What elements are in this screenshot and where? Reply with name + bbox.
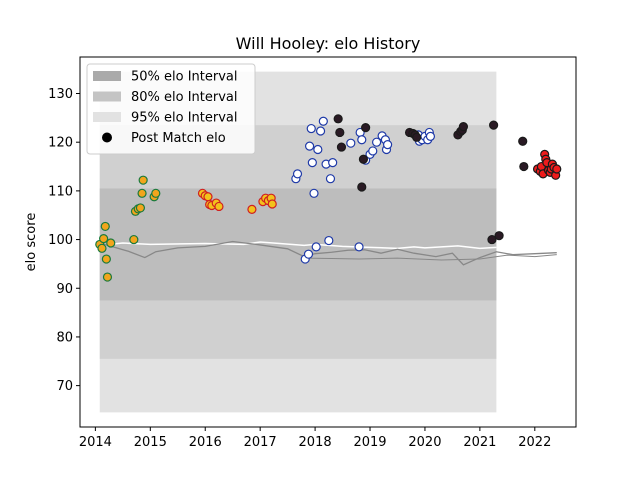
x-tick-label-2016: 2016 [189, 435, 222, 450]
x-tick-label-2020: 2020 [408, 435, 441, 450]
match-point-2-4 [304, 141, 315, 151]
match-point-2-1 [292, 169, 303, 179]
x-tick-label-2022: 2022 [518, 435, 551, 450]
y-axis-label: elo score [24, 213, 39, 272]
match-point-2-27 [382, 140, 393, 150]
match-point-3-3 [357, 182, 367, 192]
x-tick-label-2018: 2018 [299, 435, 332, 450]
match-point-2-22 [368, 146, 378, 156]
match-point-4-13 [552, 164, 562, 174]
match-point-3-17 [518, 136, 528, 146]
y-tick-label-100: 100 [48, 233, 73, 248]
match-point-3-15 [489, 120, 499, 130]
post-match-points [95, 114, 562, 282]
match-point-3-13 [458, 122, 468, 132]
x-tick-label-2019: 2019 [353, 435, 386, 450]
match-point-0-14 [151, 188, 161, 198]
match-point-2-10 [315, 126, 326, 136]
legend-swatch-0 [93, 71, 121, 81]
match-point-3-1 [335, 127, 345, 138]
match-point-2-11 [318, 116, 328, 126]
match-point-1-6 [214, 201, 224, 212]
elo-line-1 [99, 240, 557, 266]
match-point-2-17 [354, 242, 364, 252]
match-point-0-4 [101, 254, 111, 264]
match-point-3-5 [361, 122, 371, 133]
match-point-2-34 [425, 131, 436, 141]
match-point-3-2 [336, 142, 347, 152]
match-point-2-16 [346, 138, 356, 148]
match-point-3-0 [333, 114, 343, 124]
x-tick-label-2015: 2015 [134, 435, 167, 450]
match-point-1-2 [203, 192, 213, 202]
elo-line-0 [99, 241, 497, 250]
legend-label-2: 95% elo Interval [131, 111, 238, 126]
x-axis: 2014 2015 2016 2017 2018 2019 2020 2021 2022 [79, 427, 551, 450]
y-tick-label-70: 70 [56, 379, 73, 394]
match-point-3-14 [487, 234, 497, 245]
x-tick-label-2017: 2017 [244, 435, 277, 450]
chart-title: Will Hooley: elo History [236, 34, 421, 53]
y-tick-label-110: 110 [48, 184, 73, 199]
match-point-2-7 [309, 188, 319, 198]
match-point-2-13 [324, 235, 334, 246]
y-axis: 70 80 90 100 110 120 130 [48, 87, 80, 394]
match-point-0-1 [97, 243, 107, 253]
legend-label-1: 80% elo Interval [131, 90, 238, 105]
match-point-2-5 [306, 123, 316, 134]
match-point-2-6 [307, 158, 317, 168]
match-point-2-19 [357, 135, 367, 145]
legend-marker-3 [102, 132, 112, 143]
match-point-0-12 [138, 175, 148, 185]
match-point-2-15 [328, 158, 338, 168]
match-point-0-10 [135, 203, 146, 213]
match-point-2-14 [325, 174, 336, 184]
legend-label-3: Post Match elo [131, 131, 226, 146]
match-point-2-9 [313, 144, 323, 155]
match-point-0-5 [102, 272, 113, 282]
legend-box [86, 63, 256, 155]
match-point-0-7 [129, 234, 139, 245]
match-point-2-8 [311, 242, 321, 252]
match-point-1-7 [247, 204, 257, 214]
legend-swatch-2 [93, 112, 121, 122]
y-tick-label-90: 90 [56, 282, 73, 297]
legend: 50% elo Interval 80% elo Interval 95% elo … [86, 63, 256, 155]
plot-frame [79, 56, 577, 428]
legend-swatch-1 [93, 91, 121, 102]
y-tick-label-130: 130 [48, 87, 73, 102]
match-point-3-16 [494, 231, 504, 241]
match-point-0-2 [99, 233, 109, 244]
match-point-1-12 [267, 199, 277, 209]
match-point-0-6 [106, 238, 116, 248]
elo-lines [99, 240, 557, 266]
match-point-0-11 [137, 188, 147, 198]
match-point-0-3 [100, 221, 110, 232]
elo-line-2 [304, 254, 557, 261]
match-point-3-9 [412, 132, 422, 142]
legend-label-0: 50% elo Interval [131, 70, 238, 85]
y-tick-label-80: 80 [56, 330, 73, 345]
x-tick-label-2014: 2014 [79, 435, 112, 450]
x-tick-label-2021: 2021 [463, 435, 496, 450]
match-point-3-4 [358, 154, 369, 164]
match-point-2-23 [372, 137, 382, 147]
match-point-3-18 [519, 161, 529, 172]
y-tick-label-120: 120 [48, 136, 73, 151]
match-point-2-3 [303, 249, 314, 259]
